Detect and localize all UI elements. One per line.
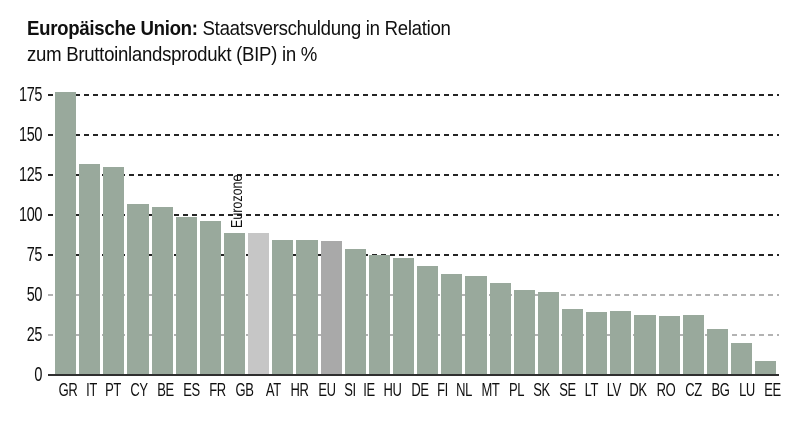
x-label-GR: GR — [58, 380, 78, 400]
y-tick-100: 100 — [19, 204, 42, 226]
gridline-100 — [48, 214, 779, 216]
x-label-FR: FR — [209, 380, 226, 400]
bar-EE — [755, 360, 777, 375]
bar-LV — [610, 311, 632, 375]
y-tick-0: 0 — [34, 364, 42, 386]
x-label-CZ: CZ — [685, 380, 703, 400]
gridline-150 — [48, 134, 779, 136]
bar-BG — [706, 328, 728, 375]
eurozone-bar-label: Eurozone — [229, 174, 247, 229]
bar-MT — [489, 283, 511, 375]
bar-CZ — [682, 315, 704, 375]
gridline-75 — [48, 254, 779, 256]
x-label-FI: FI — [436, 380, 448, 400]
x-label-BG: BG — [711, 380, 730, 400]
gridline-175 — [48, 94, 779, 96]
x-label-ES: ES — [183, 380, 200, 400]
bar-DE — [417, 266, 439, 375]
bar-BE — [151, 207, 173, 375]
bar-SK — [537, 291, 559, 375]
bar-ES — [175, 216, 197, 375]
chart-title-line2: zum Bruttoinlandsprodukt (BIP) in % — [27, 44, 318, 66]
x-label-BE: BE — [157, 380, 174, 400]
x-label-GB: GB — [235, 380, 254, 400]
x-label-PL: PL — [508, 380, 525, 400]
bar-PT — [103, 167, 125, 375]
bar-PL — [513, 290, 535, 375]
bar-IE — [368, 255, 390, 375]
x-axis-labels: GR IT PT CY BE ES FR GB AT HR EU SI IE HU DE FI NL MT PL SK… — [55, 380, 782, 400]
bar-AT — [272, 239, 294, 375]
chart-title: Europäische Union: Staatsverschuldung in… — [27, 16, 451, 68]
y-tick-125: 125 — [19, 164, 42, 186]
y-axis-labels: 175 150 125 100 75 50 25 0 — [0, 85, 43, 385]
x-label-SI: SI — [344, 380, 356, 400]
y-tick-150: 150 — [19, 124, 42, 146]
chart-title-line1: Staatsverschuldung in Relation — [197, 18, 451, 40]
bar-RO — [658, 315, 680, 375]
y-tick-75: 75 — [26, 244, 43, 266]
bar-LT — [586, 311, 608, 375]
bars: Eurozone — [55, 91, 777, 375]
x-label-DE: DE — [411, 380, 429, 400]
x-label-HR: HR — [290, 380, 309, 400]
x-label-NL: NL — [455, 380, 472, 400]
x-label-PT: PT — [105, 380, 121, 400]
bar-GB — [223, 232, 246, 375]
y-tick-50: 50 — [26, 284, 43, 306]
x-label-LV: LV — [606, 380, 621, 400]
x-label-IE: IE — [363, 380, 375, 400]
bar-SI — [344, 248, 366, 375]
bar-NL — [465, 275, 487, 375]
x-label-SK: SK — [533, 380, 550, 400]
x-label-AT: AT — [265, 380, 281, 400]
x-label-RO: RO — [656, 380, 676, 400]
x-label-CY: CY — [130, 380, 148, 400]
bar-IT — [79, 163, 101, 375]
x-label-DK: DK — [629, 380, 648, 400]
x-label-MT: MT — [481, 380, 500, 400]
bar-Eurozone: Eurozone — [229, 175, 270, 375]
bar-GR — [55, 91, 77, 375]
gridline-125 — [48, 174, 779, 176]
plot-area: Eurozone — [48, 91, 779, 376]
x-axis-baseline — [48, 374, 779, 376]
bar-HR — [296, 239, 318, 375]
bar-EU — [320, 241, 342, 375]
bar-LU — [730, 343, 753, 375]
chart-title-bold: Europäische Union: — [27, 18, 198, 40]
y-tick-175: 175 — [19, 84, 42, 106]
bar-DK — [634, 315, 656, 375]
x-label-EU: EU — [318, 380, 336, 400]
bar-FI — [441, 274, 463, 375]
x-label-IT: IT — [86, 380, 97, 400]
bar-SE — [561, 309, 584, 375]
y-tick-25: 25 — [26, 324, 43, 346]
x-label-HU: HU — [383, 380, 402, 400]
x-label-LU: LU — [739, 380, 756, 400]
x-label-SE: SE — [559, 380, 576, 400]
x-label-LT: LT — [584, 380, 599, 400]
bar-HU — [392, 258, 415, 375]
bar-CY — [127, 203, 149, 375]
bar-FR — [199, 221, 221, 375]
x-label-EE: EE — [764, 380, 782, 400]
